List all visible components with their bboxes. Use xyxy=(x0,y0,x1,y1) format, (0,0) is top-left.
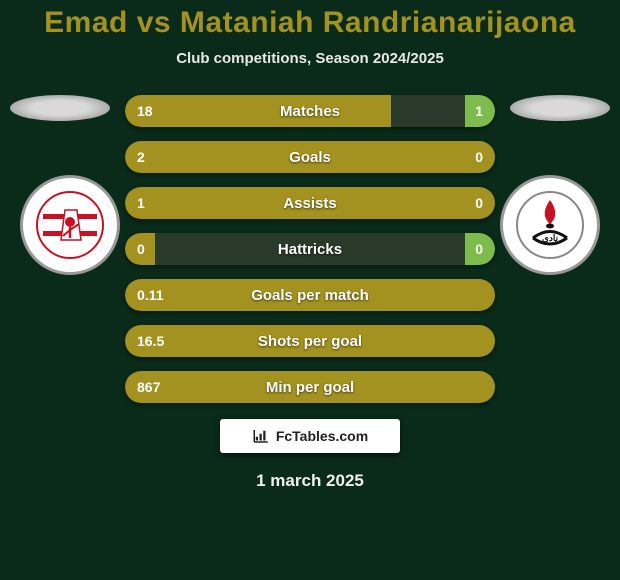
svg-text:نادى: نادى xyxy=(542,233,558,243)
chart-icon xyxy=(252,427,270,445)
stat-row: 16.5Shots per goal xyxy=(125,325,495,357)
stat-row: 20Goals xyxy=(125,141,495,173)
stat-row: 0.11Goals per match xyxy=(125,279,495,311)
page-title: Emad vs Mataniah Randrianarijaona xyxy=(0,0,620,40)
player-shadow-right xyxy=(510,95,610,121)
player-shadow-left xyxy=(10,95,110,121)
date-label: 1 march 2025 xyxy=(0,471,620,491)
stat-row: 181Matches xyxy=(125,95,495,127)
stat-label: Goals xyxy=(125,141,495,173)
stat-label: Goals per match xyxy=(125,279,495,311)
branding-badge[interactable]: FcTables.com xyxy=(220,419,400,453)
stat-label: Assists xyxy=(125,187,495,219)
branding-text: FcTables.com xyxy=(276,428,368,444)
stat-label: Matches xyxy=(125,95,495,127)
club-logo-left xyxy=(20,175,120,275)
comparison-chart: نادى 181Matches 20Goals 10Assists 00Hattric… xyxy=(0,95,620,403)
stat-row: 867Min per goal xyxy=(125,371,495,403)
stat-row: 10Assists xyxy=(125,187,495,219)
enppi-icon: نادى xyxy=(515,190,585,260)
stat-row: 00Hattricks xyxy=(125,233,495,265)
zamalek-icon xyxy=(35,190,105,260)
stat-label: Hattricks xyxy=(125,233,495,265)
subtitle: Club competitions, Season 2024/2025 xyxy=(0,50,620,67)
stat-bars: 181Matches 20Goals 10Assists 00Hattricks 0.1… xyxy=(125,95,495,403)
stat-label: Min per goal xyxy=(125,371,495,403)
stat-label: Shots per goal xyxy=(125,325,495,357)
club-logo-right: نادى xyxy=(500,175,600,275)
